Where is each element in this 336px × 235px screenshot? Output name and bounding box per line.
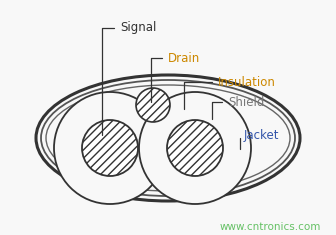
Circle shape (54, 92, 166, 204)
Text: Drain: Drain (151, 51, 200, 102)
Ellipse shape (47, 86, 289, 190)
Text: www.cntronics.com: www.cntronics.com (220, 222, 321, 232)
Text: Shield: Shield (212, 95, 264, 119)
Circle shape (82, 120, 138, 176)
Circle shape (139, 92, 251, 204)
Circle shape (136, 88, 170, 122)
Text: Insulation: Insulation (184, 75, 276, 109)
Circle shape (167, 120, 223, 176)
Text: Signal: Signal (102, 21, 156, 135)
Text: Jacket: Jacket (240, 129, 280, 149)
